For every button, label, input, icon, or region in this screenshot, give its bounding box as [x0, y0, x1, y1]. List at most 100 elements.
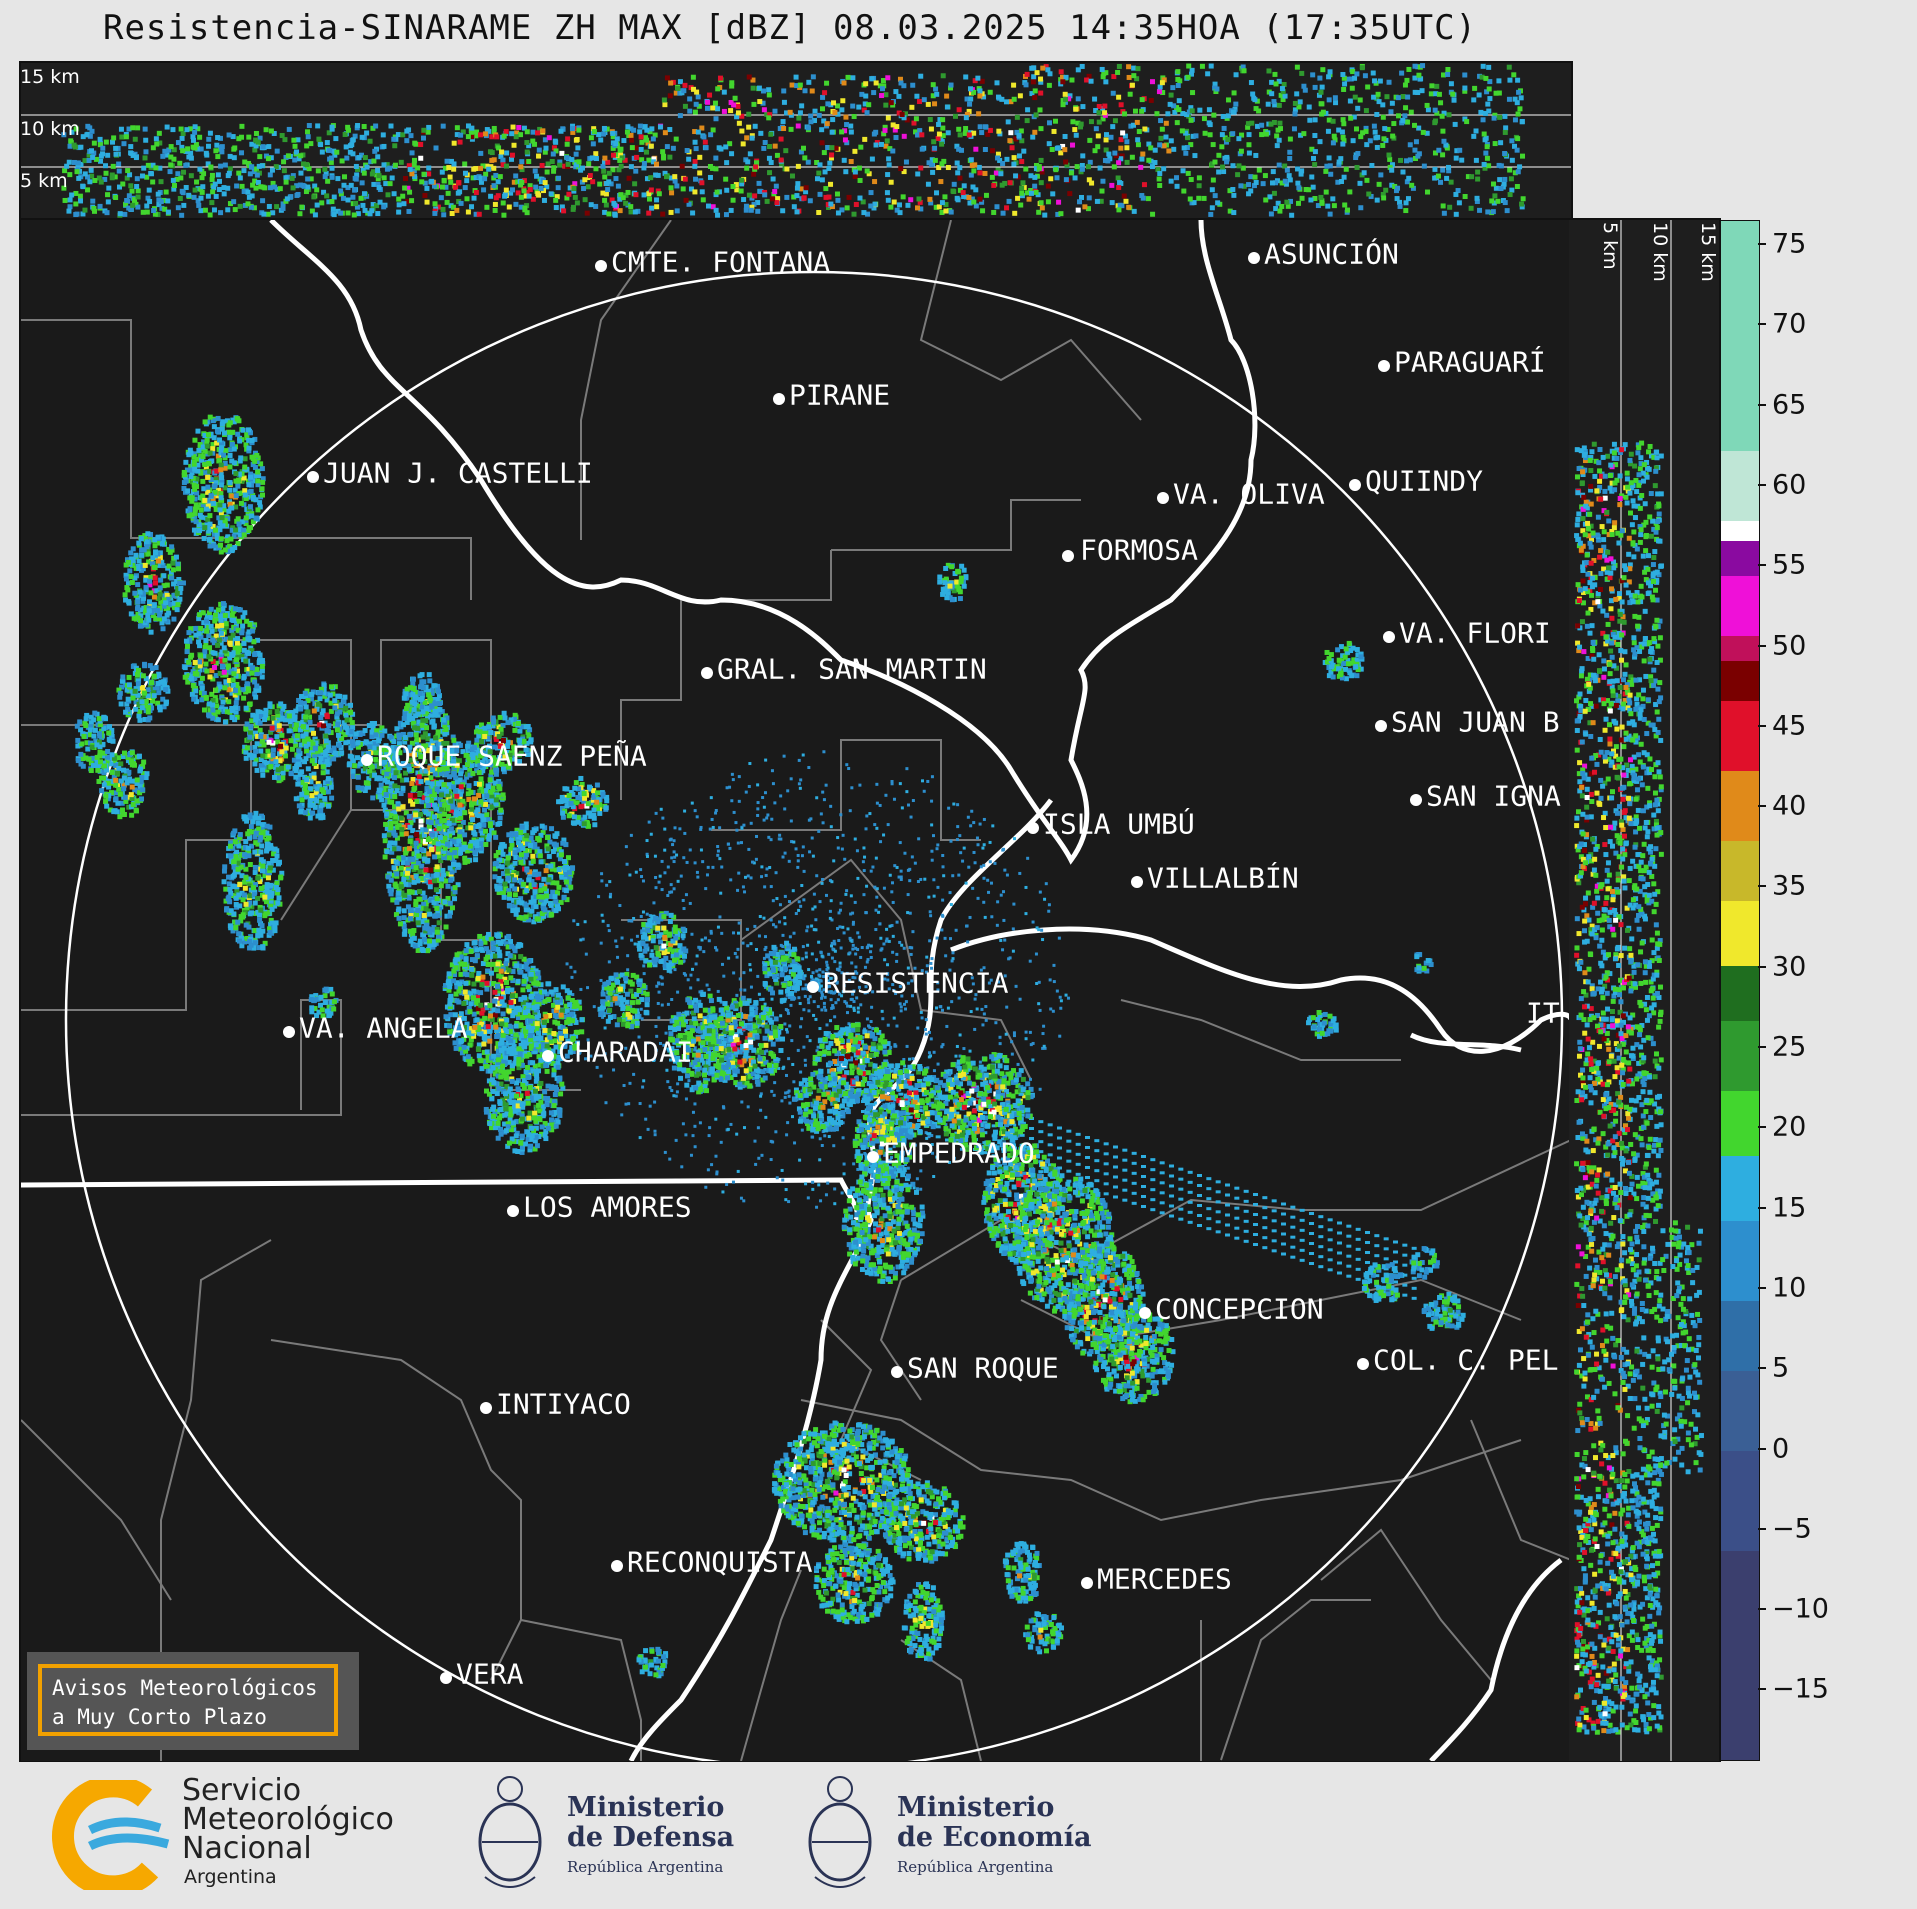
cross-section-pixel: [781, 88, 787, 94]
radar-echo-pixel: [881, 1017, 885, 1021]
cross-section-pixel: [1138, 164, 1144, 170]
cross-section-pixel: [231, 146, 237, 152]
cross-section-pixel: [1289, 212, 1295, 218]
cross-section-pixel: [738, 188, 744, 194]
cross-section-pixel: [1476, 92, 1482, 98]
cross-section-pixel: [692, 159, 698, 165]
cross-section-pixel: [998, 171, 1004, 177]
cross-section-pixel: [565, 136, 571, 142]
radar-echo-pixel: [1047, 1133, 1053, 1137]
radar-echo-pixel: [571, 993, 575, 997]
cross-section-pixel: [411, 162, 417, 168]
cross-section-pixel: [915, 205, 921, 211]
radar-echo-pixel: [248, 525, 254, 531]
radar-echo-pixel: [788, 1101, 792, 1105]
cross-section-pixel: [408, 133, 414, 139]
radar-echo-pixel: [205, 474, 211, 480]
cross-section-pixel: [879, 93, 885, 99]
radar-map[interactable]: [19, 218, 1573, 1763]
cross-section-pixel: [650, 159, 656, 165]
radar-echo-pixel: [142, 536, 148, 542]
cross-section-pixel: [162, 206, 168, 212]
cross-section-pixel: [610, 130, 616, 136]
radar-echo-pixel: [893, 864, 897, 868]
cross-section-pixel: [662, 170, 668, 176]
cross-section-pixel: [994, 204, 1000, 210]
cross-section-pixel: [1231, 192, 1237, 198]
cross-section-pixel: [471, 166, 477, 172]
radar-echo-pixel: [1253, 1233, 1258, 1236]
cross-section-pixel: [1015, 195, 1021, 201]
cross-section-pixel: [105, 199, 111, 205]
cross-section-pixel: [1170, 85, 1176, 91]
radar-echo-pixel: [837, 968, 841, 972]
radar-echo-pixel: [846, 1004, 850, 1008]
cross-section-pixel: [1135, 137, 1141, 143]
radar-echo-pixel: [1003, 938, 1007, 942]
cross-section-pixel: [261, 211, 267, 217]
cross-section-pixel: [209, 172, 215, 178]
radar-echo-pixel: [790, 978, 794, 982]
radar-echo-pixel: [616, 955, 620, 959]
radar-echo-pixel: [246, 448, 252, 454]
cross-section-pixel: [881, 83, 887, 89]
radar-echo-pixel: [1169, 1214, 1174, 1218]
radar-echo-pixel: [959, 851, 963, 855]
cross-section-pixel: [1351, 114, 1357, 120]
cross-section-pixel: [1434, 83, 1440, 89]
cross-section-pixel: [1207, 122, 1213, 128]
cross-section-pixel: [329, 199, 335, 205]
cross-section-pixel: [280, 201, 286, 207]
cross-section-pixel: [1084, 77, 1090, 83]
radar-echo-pixel: [642, 972, 646, 976]
radar-echo-pixel: [883, 958, 887, 962]
radar-echo-pixel: [707, 939, 711, 943]
radar-echo-pixel: [815, 874, 819, 878]
cross-section-pixel: [1485, 209, 1491, 215]
radar-echo-pixel: [957, 873, 961, 877]
cross-section-pixel: [1450, 91, 1456, 97]
radar-echo-pixel: [706, 865, 710, 869]
cross-section-pixel: [668, 209, 674, 215]
cross-section-pixel: [700, 197, 706, 203]
radar-echo-pixel: [737, 921, 741, 925]
cross-section-pixel: [1111, 74, 1117, 80]
radar-echo-pixel: [1327, 1228, 1333, 1232]
radar-echo-pixel: [804, 1182, 808, 1186]
cross-section-pixel: [1453, 211, 1459, 217]
radar-echo-pixel: [831, 991, 835, 995]
radar-echo-pixel: [135, 611, 141, 617]
cross-section-pixel: [789, 173, 795, 179]
cross-section-pixel: [1188, 71, 1194, 77]
cross-section-pixel: [939, 139, 945, 145]
radar-echo-pixel: [1141, 1175, 1146, 1178]
cross-section-pixel: [1397, 199, 1403, 205]
radar-echo-pixel: [663, 871, 667, 875]
cross-section-pixel: [1226, 97, 1232, 103]
cross-section-pixel: [1509, 138, 1515, 144]
radar-echo-pixel: [899, 1009, 903, 1013]
radar-echo-pixel: [796, 853, 800, 857]
radar-echo-pixel: [1281, 1232, 1286, 1236]
radar-echo-pixel: [949, 937, 953, 941]
cross-section-pixel: [432, 201, 438, 207]
cross-section-pixel: [1328, 171, 1334, 177]
cross-section-pixel: [380, 132, 386, 138]
cross-section-pixel: [764, 198, 770, 204]
radar-echo-pixel: [633, 942, 637, 946]
radar-echo-pixel: [863, 855, 867, 859]
radar-echo-pixel: [1150, 1168, 1156, 1172]
radar-echo-pixel: [919, 1169, 923, 1173]
cross-section-pixel: [1280, 97, 1286, 103]
cross-section-pixel: [809, 88, 815, 94]
cross-section-pixel: [119, 134, 125, 140]
cross-section-pixel: [412, 174, 418, 180]
cross-section-pixel: [146, 187, 152, 193]
cross-section-pixel: [391, 191, 397, 197]
radar-echo-pixel: [1225, 1223, 1230, 1227]
cross-section-pixel: [1471, 133, 1477, 139]
radar-echo-pixel: [784, 1091, 788, 1095]
radar-echo-pixel: [210, 442, 216, 448]
cross-section-pixel: [500, 157, 506, 163]
cross-section-pixel: [1462, 88, 1468, 94]
